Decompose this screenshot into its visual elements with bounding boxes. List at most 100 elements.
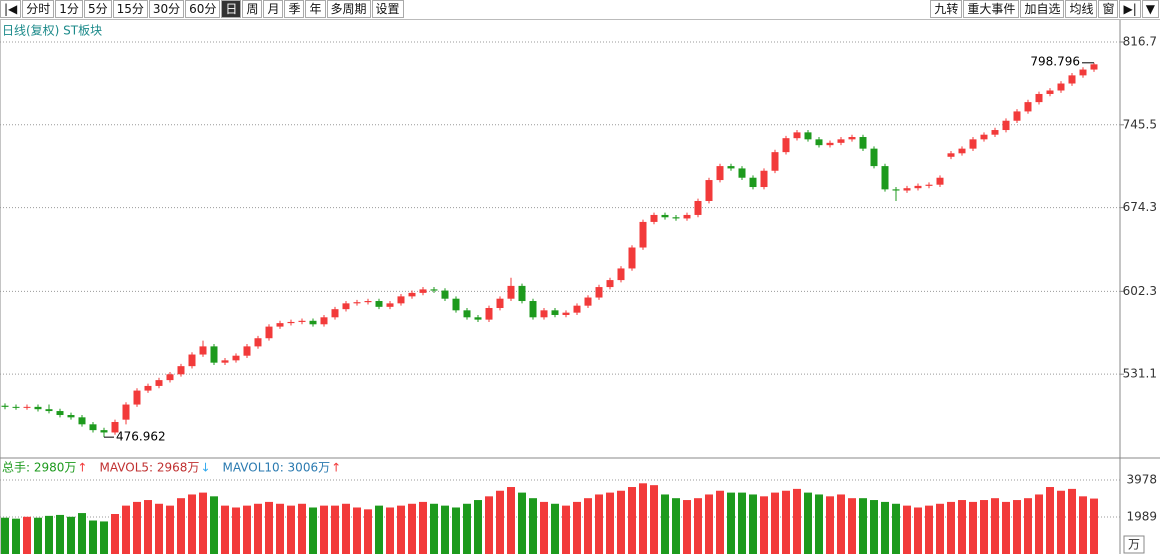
volume-bar — [287, 505, 295, 554]
candle-body — [551, 310, 559, 315]
volume-bar — [166, 505, 174, 554]
indicator-arrow: ↓ — [200, 461, 210, 475]
candle-body — [1035, 93, 1043, 103]
volume-bar — [419, 501, 427, 554]
toolbar-button[interactable]: 重大事件 — [963, 0, 1020, 18]
volume-bar — [903, 505, 911, 554]
volume-bar — [342, 503, 350, 554]
volume-bar — [243, 505, 251, 554]
indicator-arrow: ↑ — [77, 461, 87, 475]
toolbar-button[interactable]: 月 — [263, 0, 284, 18]
candle-body — [936, 177, 944, 185]
candle-body — [441, 290, 449, 299]
toolbar-button[interactable]: 窗 — [1098, 0, 1119, 18]
volume-bar — [133, 501, 141, 554]
candle-body — [683, 214, 691, 219]
last-button[interactable]: ▶| — [1119, 0, 1141, 18]
volume-bar — [980, 500, 988, 554]
volume-bar — [221, 505, 229, 554]
toolbar-button[interactable]: 周 — [242, 0, 263, 18]
volume-bar — [89, 520, 97, 554]
volume-bar — [606, 492, 614, 554]
toolbar-button[interactable]: 多周期 — [326, 0, 371, 18]
candle-body — [408, 292, 416, 297]
candle-body — [254, 338, 262, 347]
volume-bar — [265, 501, 273, 554]
candle-body — [650, 214, 658, 222]
candle-body — [848, 137, 856, 140]
candle-body — [1079, 69, 1087, 76]
volume-bar — [573, 501, 581, 554]
volume-bar — [738, 492, 746, 554]
volume-bar — [441, 505, 449, 554]
candle-body — [199, 346, 207, 355]
candle-body — [672, 217, 680, 219]
toolbar-button[interactable]: 日 — [221, 0, 242, 18]
toolbar-button[interactable]: 1分 — [55, 0, 83, 18]
toolbar-button[interactable]: 均线 — [1065, 0, 1098, 18]
toolbar-button[interactable]: 15分 — [112, 0, 148, 18]
toolbar-button[interactable]: 分时 — [22, 0, 55, 18]
volume-bar — [122, 505, 130, 554]
candle-body — [452, 298, 460, 311]
volume-bar — [320, 505, 328, 554]
toolbar-button[interactable]: 九转 — [930, 0, 963, 18]
candle-body — [188, 354, 196, 367]
candle-body — [353, 302, 361, 304]
volume-bar — [12, 518, 20, 554]
volume-bar — [1046, 487, 1054, 554]
candle-body — [89, 424, 97, 431]
first-button[interactable]: |◀ — [0, 0, 22, 18]
volume-bar — [408, 503, 416, 554]
unit-box — [1123, 535, 1145, 554]
volume-bar — [210, 496, 218, 554]
candle-body — [540, 310, 548, 318]
volume-bar — [23, 516, 31, 554]
volume-bar — [1079, 496, 1087, 554]
candle-body — [1068, 75, 1076, 84]
volume-bar — [705, 494, 713, 554]
volume-bar — [529, 498, 537, 554]
toolbar-button[interactable]: 年 — [305, 0, 326, 18]
candle-body — [1, 405, 9, 407]
candle-body — [1046, 90, 1054, 94]
candle-body — [210, 346, 218, 363]
volume-bar — [727, 492, 735, 554]
volume-bar — [771, 492, 779, 554]
toolbar-button[interactable]: 30分 — [148, 0, 185, 18]
volume-bar — [155, 503, 163, 554]
candle-body — [1090, 64, 1098, 70]
volume-bar — [496, 490, 504, 554]
candle-body — [496, 298, 504, 308]
volume-bar — [892, 503, 900, 554]
candle-body — [518, 285, 526, 302]
volume-bar — [474, 500, 482, 554]
y-tick-label: 1989 — [1126, 509, 1157, 523]
candle-body — [419, 289, 427, 293]
volume-bar — [815, 494, 823, 554]
chart-title: 日线(复权) ST板块 — [2, 24, 102, 38]
volume-bar — [870, 500, 878, 554]
candle-body — [265, 326, 273, 339]
volume-bar — [232, 507, 240, 554]
y-tick-label: 602.3 — [1123, 284, 1157, 298]
volume-bar — [716, 490, 724, 554]
candle-body — [529, 301, 537, 318]
candle-body — [364, 301, 372, 303]
candle-body — [56, 411, 64, 416]
toolbar-button[interactable]: 60分 — [185, 0, 221, 18]
toolbar: |◀ 分时 1分 5分 15分 30分 60分日周月季年多周期 设置 九转 重大事件 加自选 均线… — [0, 0, 1160, 20]
candle-body — [276, 323, 284, 327]
volume-bar — [617, 490, 625, 554]
toolbar-button[interactable]: 设置 — [371, 0, 404, 18]
volume-bar — [298, 503, 306, 554]
toolbar-button[interactable]: 5分 — [83, 0, 112, 18]
menu-button[interactable]: ▼ — [1141, 0, 1159, 18]
volume-bar — [254, 503, 262, 554]
candle-body — [144, 385, 152, 391]
toolbar-button[interactable]: 季 — [284, 0, 305, 18]
volume-bar — [56, 514, 64, 554]
toolbar-button[interactable]: 加自选 — [1020, 0, 1065, 18]
candle-body — [826, 142, 834, 146]
candle-body — [925, 184, 933, 186]
